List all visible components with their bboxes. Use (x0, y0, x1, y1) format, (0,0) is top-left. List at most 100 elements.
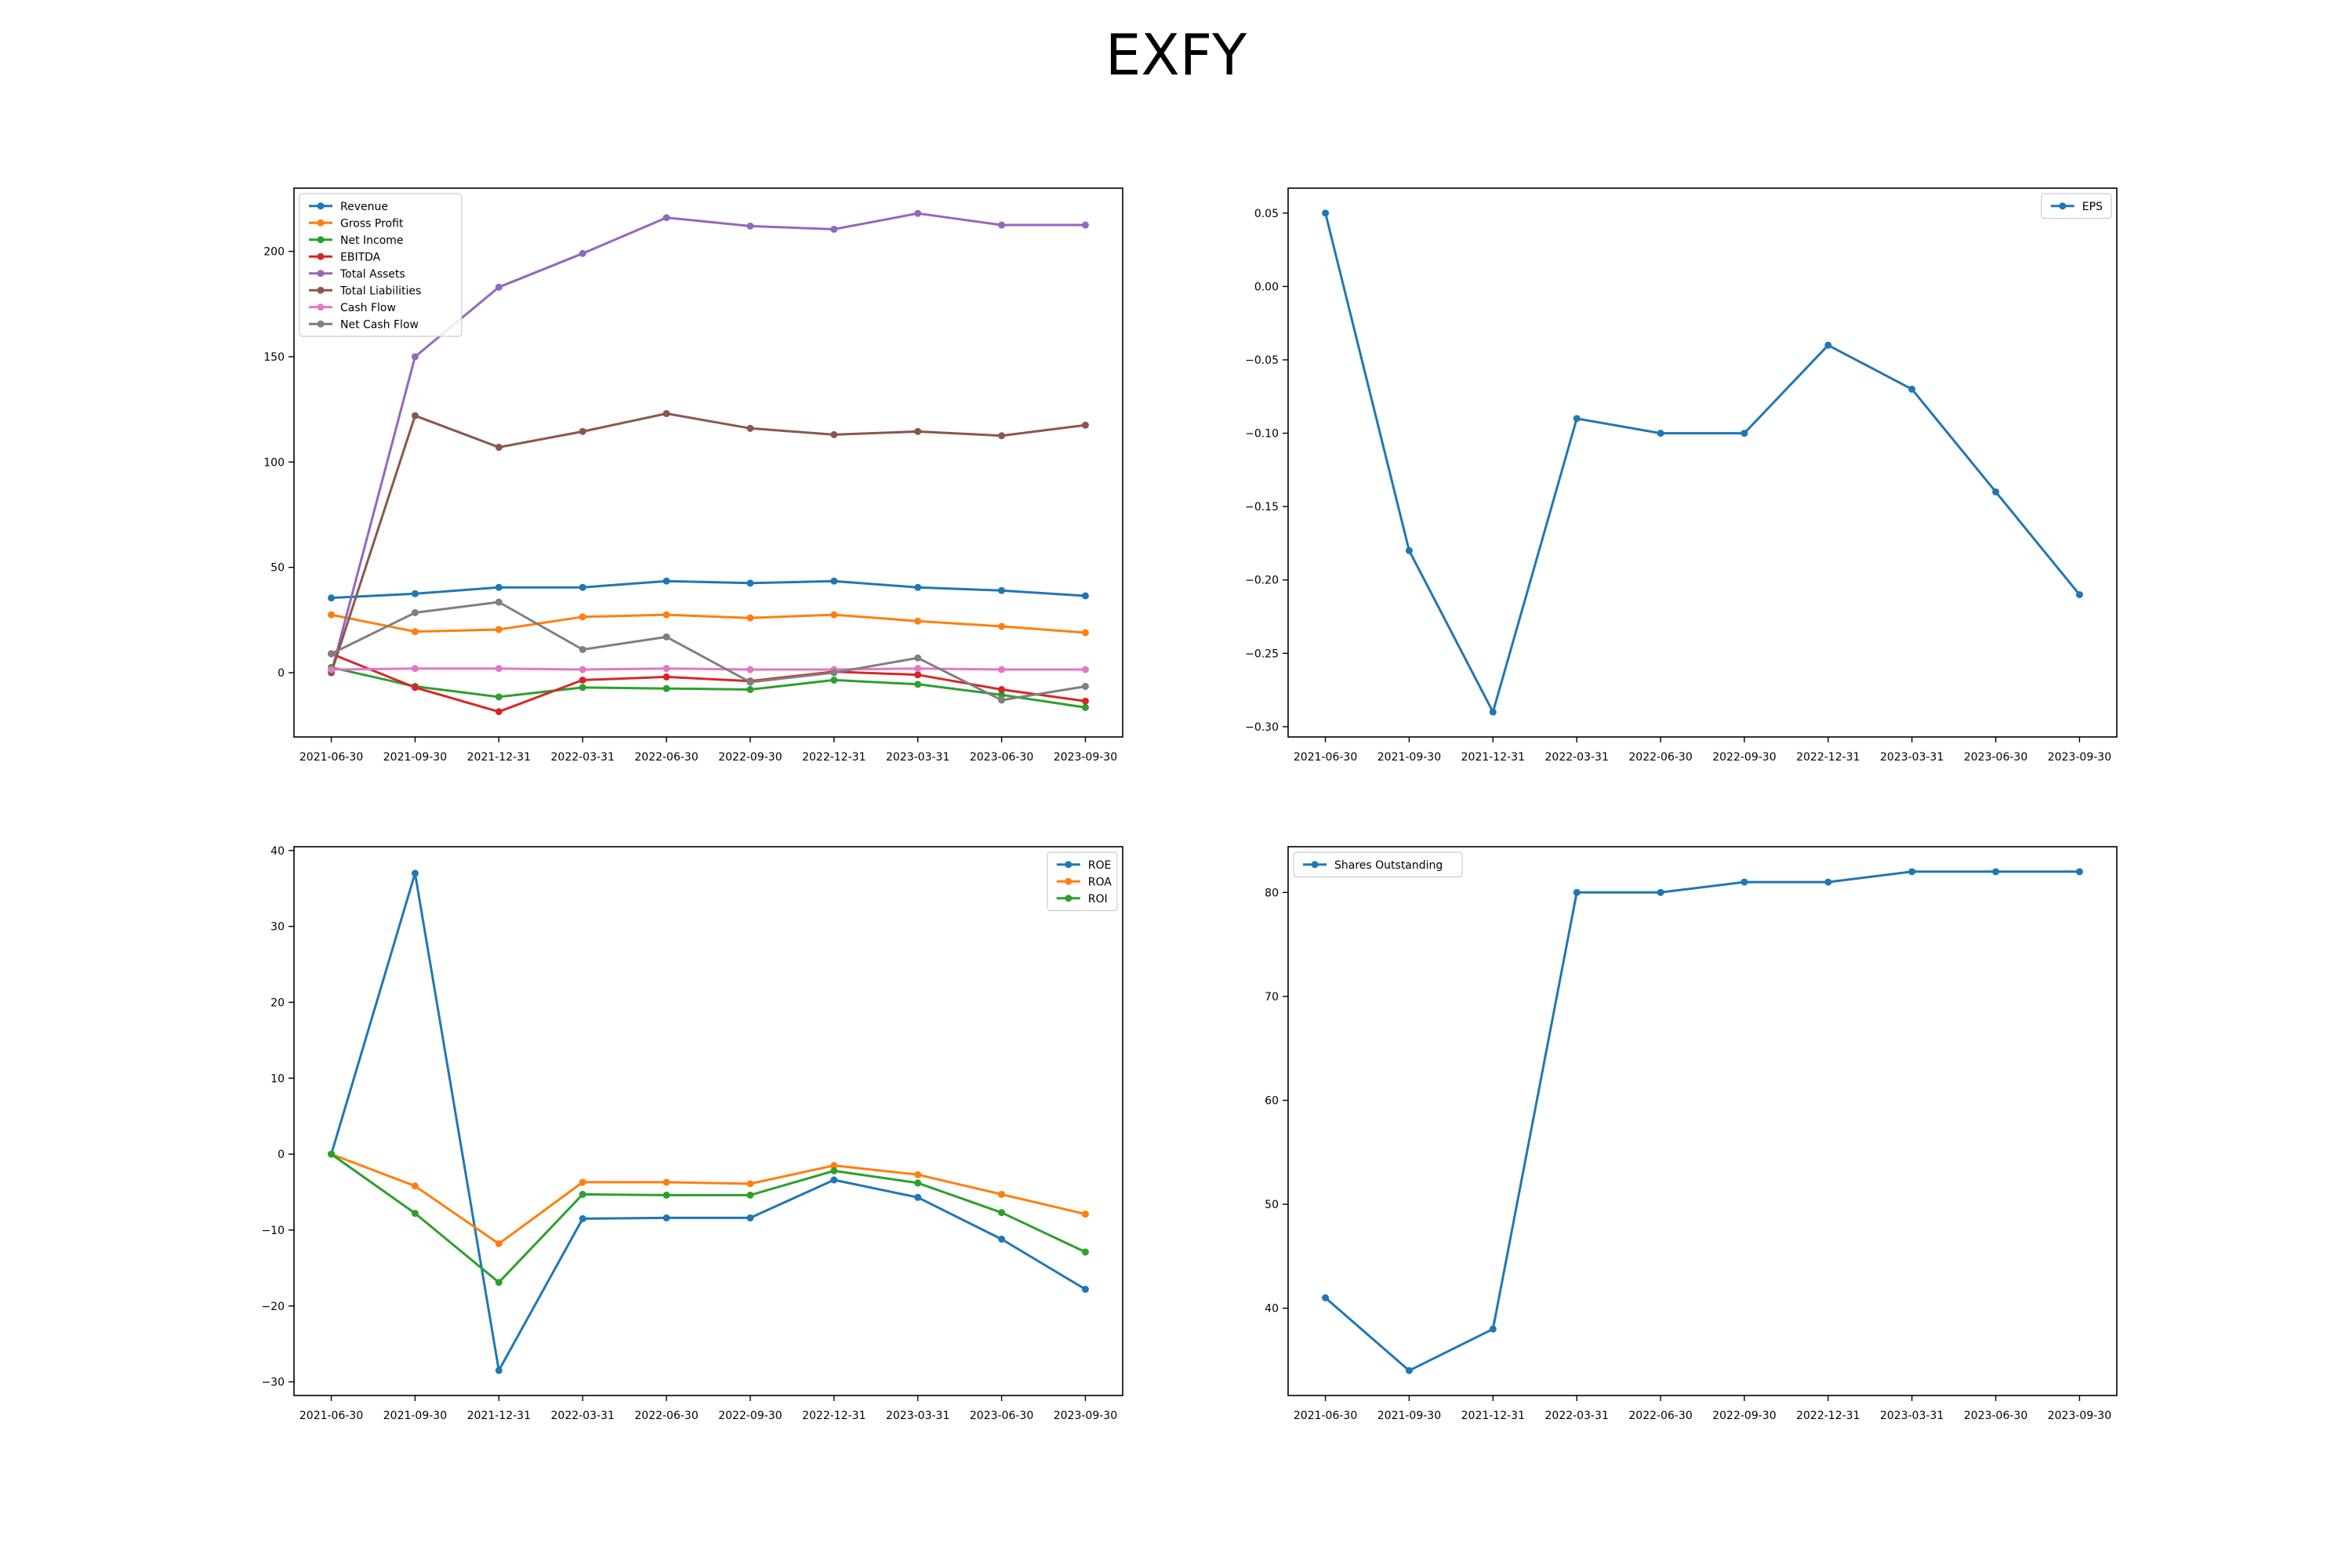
data-point-roi (830, 1167, 838, 1174)
data-point-net-income (495, 693, 503, 701)
series-line-ebitda (331, 652, 1086, 713)
data-point-roe (998, 1236, 1006, 1243)
x-tick-label: 2022-06-30 (1628, 751, 1692, 764)
data-point-net-income (579, 684, 586, 691)
data-point-net-income (746, 686, 754, 694)
legend-box (1047, 851, 1118, 912)
x-tick-label: 2021-12-31 (467, 751, 531, 764)
legend-marker-ebitda (317, 252, 325, 260)
y-tick-label: 80 (1265, 887, 1279, 899)
legend-label-ebitda: EBITDA (340, 251, 381, 263)
x-tick-label: 2022-09-30 (718, 1410, 782, 1422)
y-tick-label: 50 (1265, 1199, 1279, 1211)
series-line-roa (331, 1152, 1086, 1245)
data-point-total-assets (998, 221, 1006, 229)
data-point-roi (746, 1191, 754, 1199)
x-tick-label: 2022-06-30 (634, 1410, 698, 1422)
data-point-cash-flow (411, 665, 419, 673)
y-tick-label: −0.15 (1245, 501, 1279, 514)
legend: Revenue Gross Profit Net Income EBITDA Total… (299, 193, 463, 337)
data-point-net-cash-flow (914, 654, 922, 662)
data-point-net-cash-flow (1081, 683, 1089, 691)
legend-box (2041, 193, 2112, 220)
legend-marker-roi (1065, 895, 1073, 902)
legend-label-total-assets: Total Assets (339, 268, 405, 281)
data-point-shares-outstanding (1740, 878, 1748, 886)
data-point-roe (914, 1193, 922, 1201)
data-point-eps (1824, 341, 1832, 349)
data-point-total-assets (579, 249, 586, 257)
data-point-roi (662, 1191, 670, 1199)
y-tick-label: 0.00 (1254, 281, 1279, 293)
legend-marker-net-income (317, 236, 325, 244)
series-line-roi (330, 1152, 1087, 1284)
chart-4: 2021-06-30 2021-09-30 2021-12-31 2022-03-31… (1265, 846, 2118, 1422)
y-tick-label: 100 (263, 456, 285, 469)
data-point-total-liabilities (411, 412, 419, 419)
x-tick-label: 2021-09-30 (1377, 1410, 1441, 1422)
x-tick-label: 2023-09-30 (2048, 1410, 2111, 1422)
data-point-roe (579, 1214, 586, 1222)
data-point-roe (662, 1214, 670, 1221)
data-point-roe (746, 1214, 754, 1221)
chart-2: 2021-06-30 2021-09-30 2021-12-31 2022-03-31… (1245, 187, 2118, 764)
data-point-total-assets (1081, 221, 1089, 229)
data-point-revenue (579, 583, 586, 591)
x-tick-label: 2023-03-31 (886, 751, 949, 764)
data-point-ebitda (914, 671, 922, 679)
data-point-roa (411, 1182, 419, 1190)
x-tick-label: 2021-09-30 (1377, 751, 1441, 764)
data-point-ebitda (495, 708, 503, 716)
x-tick-label: 2023-09-30 (2048, 751, 2111, 764)
figure-title: EXFY (1105, 22, 1247, 88)
legend-marker-total-assets (317, 270, 325, 278)
legend-marker-roe (1065, 861, 1073, 869)
data-point-shares-outstanding (1992, 868, 2000, 876)
y-tick-label: 40 (1265, 1303, 1279, 1316)
data-point-cash-flow (579, 666, 586, 673)
x-tick-label: 2023-03-31 (1880, 751, 1944, 764)
data-point-net-cash-flow (830, 669, 838, 677)
x-tick-label: 2022-09-30 (1712, 1410, 1776, 1422)
x-tick-label: 2022-09-30 (718, 751, 782, 764)
legend: Shares Outstanding (1293, 851, 1463, 878)
x-tick-label: 2022-06-30 (634, 751, 698, 764)
legend-label-total-liabilities: Total Liabilities (339, 285, 421, 297)
y-tick-label: −0.30 (1245, 721, 1279, 734)
x-tick-label: 2022-12-31 (802, 751, 866, 764)
data-point-ebitda (1081, 697, 1089, 705)
data-point-cash-flow (1081, 666, 1089, 673)
x-tick-label: 2021-12-31 (1461, 1410, 1525, 1422)
x-tick-label: 2023-06-30 (970, 751, 1033, 764)
data-point-eps (1992, 488, 2000, 495)
data-point-roe (495, 1367, 503, 1374)
data-point-shares-outstanding (1489, 1325, 1497, 1333)
data-point-cash-flow (746, 666, 754, 673)
data-point-shares-outstanding (1573, 888, 1581, 896)
y-tick-label: 200 (263, 246, 285, 259)
data-point-roa (579, 1178, 586, 1186)
data-point-eps (1573, 415, 1581, 423)
legend-label-cash-flow: Cash Flow (340, 302, 396, 314)
y-tick-label: 10 (270, 1073, 285, 1085)
data-point-revenue (746, 579, 754, 587)
legend-label-roe: ROE (1088, 859, 1112, 872)
y-tick-label: −0.05 (1245, 354, 1279, 367)
data-point-total-assets (746, 222, 754, 230)
data-point-eps (1489, 708, 1497, 716)
data-point-shares-outstanding (1657, 888, 1664, 896)
legend-marker-shares-outstanding (1311, 861, 1319, 869)
legend-box (1293, 851, 1463, 878)
data-point-gross-profit (662, 611, 670, 619)
data-point-shares-outstanding (1824, 878, 1832, 886)
data-point-total-liabilities (1081, 421, 1089, 429)
data-point-roa (662, 1178, 670, 1186)
data-point-gross-profit (998, 622, 1006, 630)
plot-frame (1287, 846, 2118, 1396)
x-tick-label: 2021-12-31 (1461, 751, 1525, 764)
data-point-revenue (830, 577, 838, 585)
legend-marker-net-cash-flow (317, 320, 325, 328)
data-point-roa (1081, 1210, 1089, 1218)
legend: ROE ROA ROI (1047, 851, 1118, 912)
y-tick-label: 0 (278, 667, 285, 680)
